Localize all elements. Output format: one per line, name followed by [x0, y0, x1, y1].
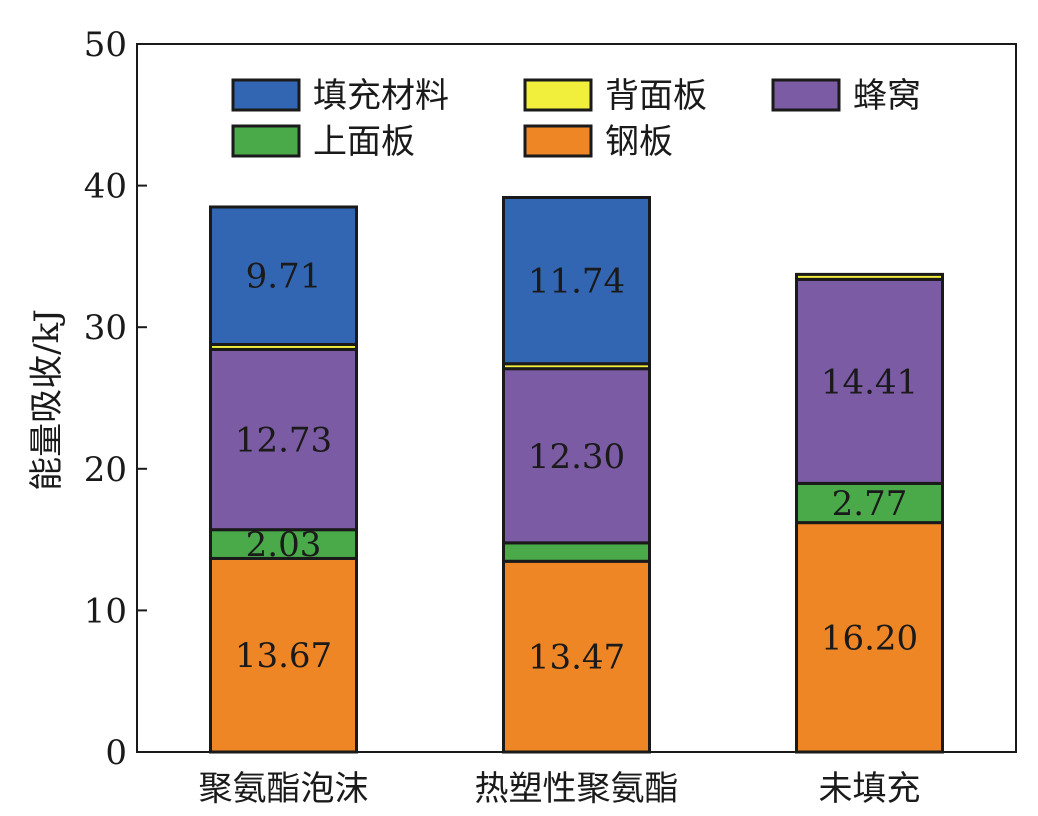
- data-label: 2.77: [832, 484, 908, 524]
- data-label: 13.67: [235, 636, 332, 676]
- x-category-label: 聚氨酯泡沫: [199, 769, 369, 809]
- y-tick-label: 10: [84, 591, 127, 631]
- data-label: 2.03: [246, 525, 322, 565]
- legend-label: 蜂窝: [853, 76, 921, 116]
- data-label: 9.71: [246, 257, 322, 297]
- data-label: 16.20: [821, 618, 918, 658]
- y-tick-label: 20: [84, 450, 127, 490]
- y-axis-label: 能量吸收/kJ: [27, 309, 67, 491]
- x-category-label: 未填充: [819, 769, 921, 809]
- bar-segment: [795, 277, 944, 485]
- bars-layer: 13.67 2.03 12.73 9.71 13.47 12.30 11.74 16.20 2.…: [209, 195, 944, 754]
- legend-swatch: [523, 78, 593, 112]
- bar-segment: [209, 205, 358, 346]
- data-label: 12.30: [528, 437, 625, 477]
- x-category-label: 热塑性聚氨酯: [475, 769, 679, 809]
- data-label: 13.47: [528, 638, 625, 678]
- y-tick-label: 40: [84, 167, 127, 207]
- bar-segment: [502, 541, 651, 563]
- bar-segment: [209, 556, 358, 754]
- legend-label: 上面板: [313, 122, 415, 162]
- legend-swatch: [771, 78, 841, 112]
- legend-label: 填充材料: [313, 76, 449, 116]
- bar-segment: [209, 528, 358, 560]
- data-label: 14.41: [821, 362, 918, 402]
- data-label: 12.73: [235, 421, 332, 461]
- y-tick-label: 50: [84, 25, 127, 65]
- legend-swatch: [523, 124, 593, 158]
- bar-segment: [795, 272, 944, 281]
- legend-label: 钢板: [605, 122, 673, 162]
- legend-label: 背面板: [605, 76, 707, 116]
- legend-swatch: [231, 78, 301, 112]
- axes: 0 10 20 30 40 50 聚氨酯泡沫 热塑性聚氨酯 未填充: [84, 25, 1017, 809]
- bar-segment: [502, 195, 651, 366]
- y-tick-label: 0: [105, 733, 127, 773]
- data-label: 11.74: [528, 262, 625, 302]
- legend-swatch: [231, 124, 301, 158]
- plot-frame: [136, 43, 1017, 753]
- y-tick-label: 30: [84, 308, 127, 348]
- bar-segment: [209, 347, 358, 532]
